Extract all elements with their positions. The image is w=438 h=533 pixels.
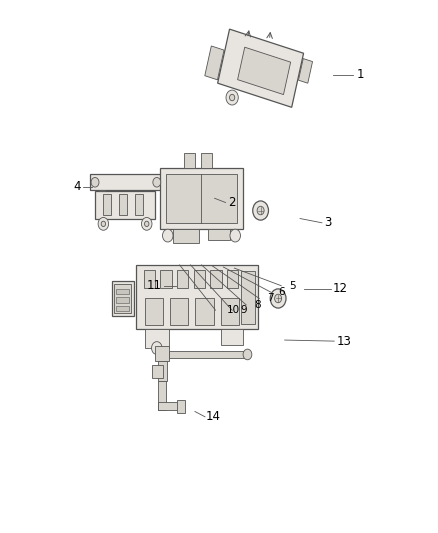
Circle shape: [230, 229, 240, 242]
Circle shape: [275, 294, 282, 303]
Polygon shape: [205, 46, 224, 80]
Polygon shape: [237, 47, 291, 94]
Text: 10: 10: [226, 305, 240, 315]
Bar: [170, 298, 188, 325]
Bar: [169, 351, 245, 358]
Circle shape: [145, 221, 149, 227]
Bar: [210, 270, 222, 288]
Bar: [227, 270, 238, 288]
Bar: [144, 270, 155, 288]
Text: 12: 12: [333, 282, 348, 295]
Bar: [116, 289, 129, 294]
Bar: [95, 191, 155, 219]
Circle shape: [270, 289, 286, 308]
Circle shape: [253, 201, 268, 220]
Bar: [221, 329, 243, 345]
Polygon shape: [298, 59, 313, 83]
Circle shape: [257, 206, 264, 215]
Circle shape: [98, 217, 109, 230]
Bar: [201, 153, 212, 168]
Bar: [177, 400, 185, 413]
Bar: [166, 174, 237, 223]
Bar: [158, 361, 167, 381]
Bar: [221, 298, 239, 325]
Circle shape: [141, 217, 152, 230]
Text: 7: 7: [267, 294, 274, 303]
Bar: [158, 402, 182, 410]
Bar: [116, 297, 129, 303]
Bar: [155, 346, 169, 361]
Bar: [145, 329, 169, 348]
Bar: [90, 174, 162, 190]
Bar: [135, 194, 143, 215]
Circle shape: [153, 177, 161, 187]
Text: 14: 14: [206, 410, 221, 423]
Circle shape: [152, 342, 162, 354]
Text: 13: 13: [336, 335, 351, 348]
Text: 8: 8: [254, 300, 261, 310]
Bar: [114, 284, 131, 313]
Text: 6: 6: [279, 287, 285, 297]
Polygon shape: [218, 29, 304, 107]
Bar: [136, 265, 258, 329]
Circle shape: [101, 221, 106, 227]
Text: 3: 3: [324, 216, 332, 229]
Bar: [152, 365, 163, 378]
Bar: [119, 194, 127, 215]
Text: 1: 1: [357, 68, 364, 81]
Text: 2: 2: [228, 196, 235, 209]
Bar: [116, 306, 129, 311]
Circle shape: [162, 229, 173, 242]
Circle shape: [230, 94, 235, 101]
Circle shape: [226, 90, 238, 105]
Text: 11: 11: [146, 279, 161, 292]
Bar: [99, 190, 105, 191]
Bar: [158, 381, 166, 410]
Bar: [145, 298, 163, 325]
Text: 4: 4: [74, 180, 81, 193]
Bar: [177, 270, 188, 288]
Text: 9: 9: [240, 305, 247, 315]
Bar: [195, 298, 214, 325]
Bar: [103, 194, 111, 215]
Bar: [160, 168, 243, 229]
Bar: [194, 270, 205, 288]
Bar: [112, 281, 134, 316]
Bar: [160, 270, 172, 288]
Circle shape: [91, 177, 99, 187]
Text: 5: 5: [289, 281, 296, 290]
Bar: [184, 153, 195, 168]
Bar: [241, 271, 255, 324]
Circle shape: [243, 349, 252, 360]
Bar: [208, 229, 230, 240]
Bar: [173, 229, 199, 243]
